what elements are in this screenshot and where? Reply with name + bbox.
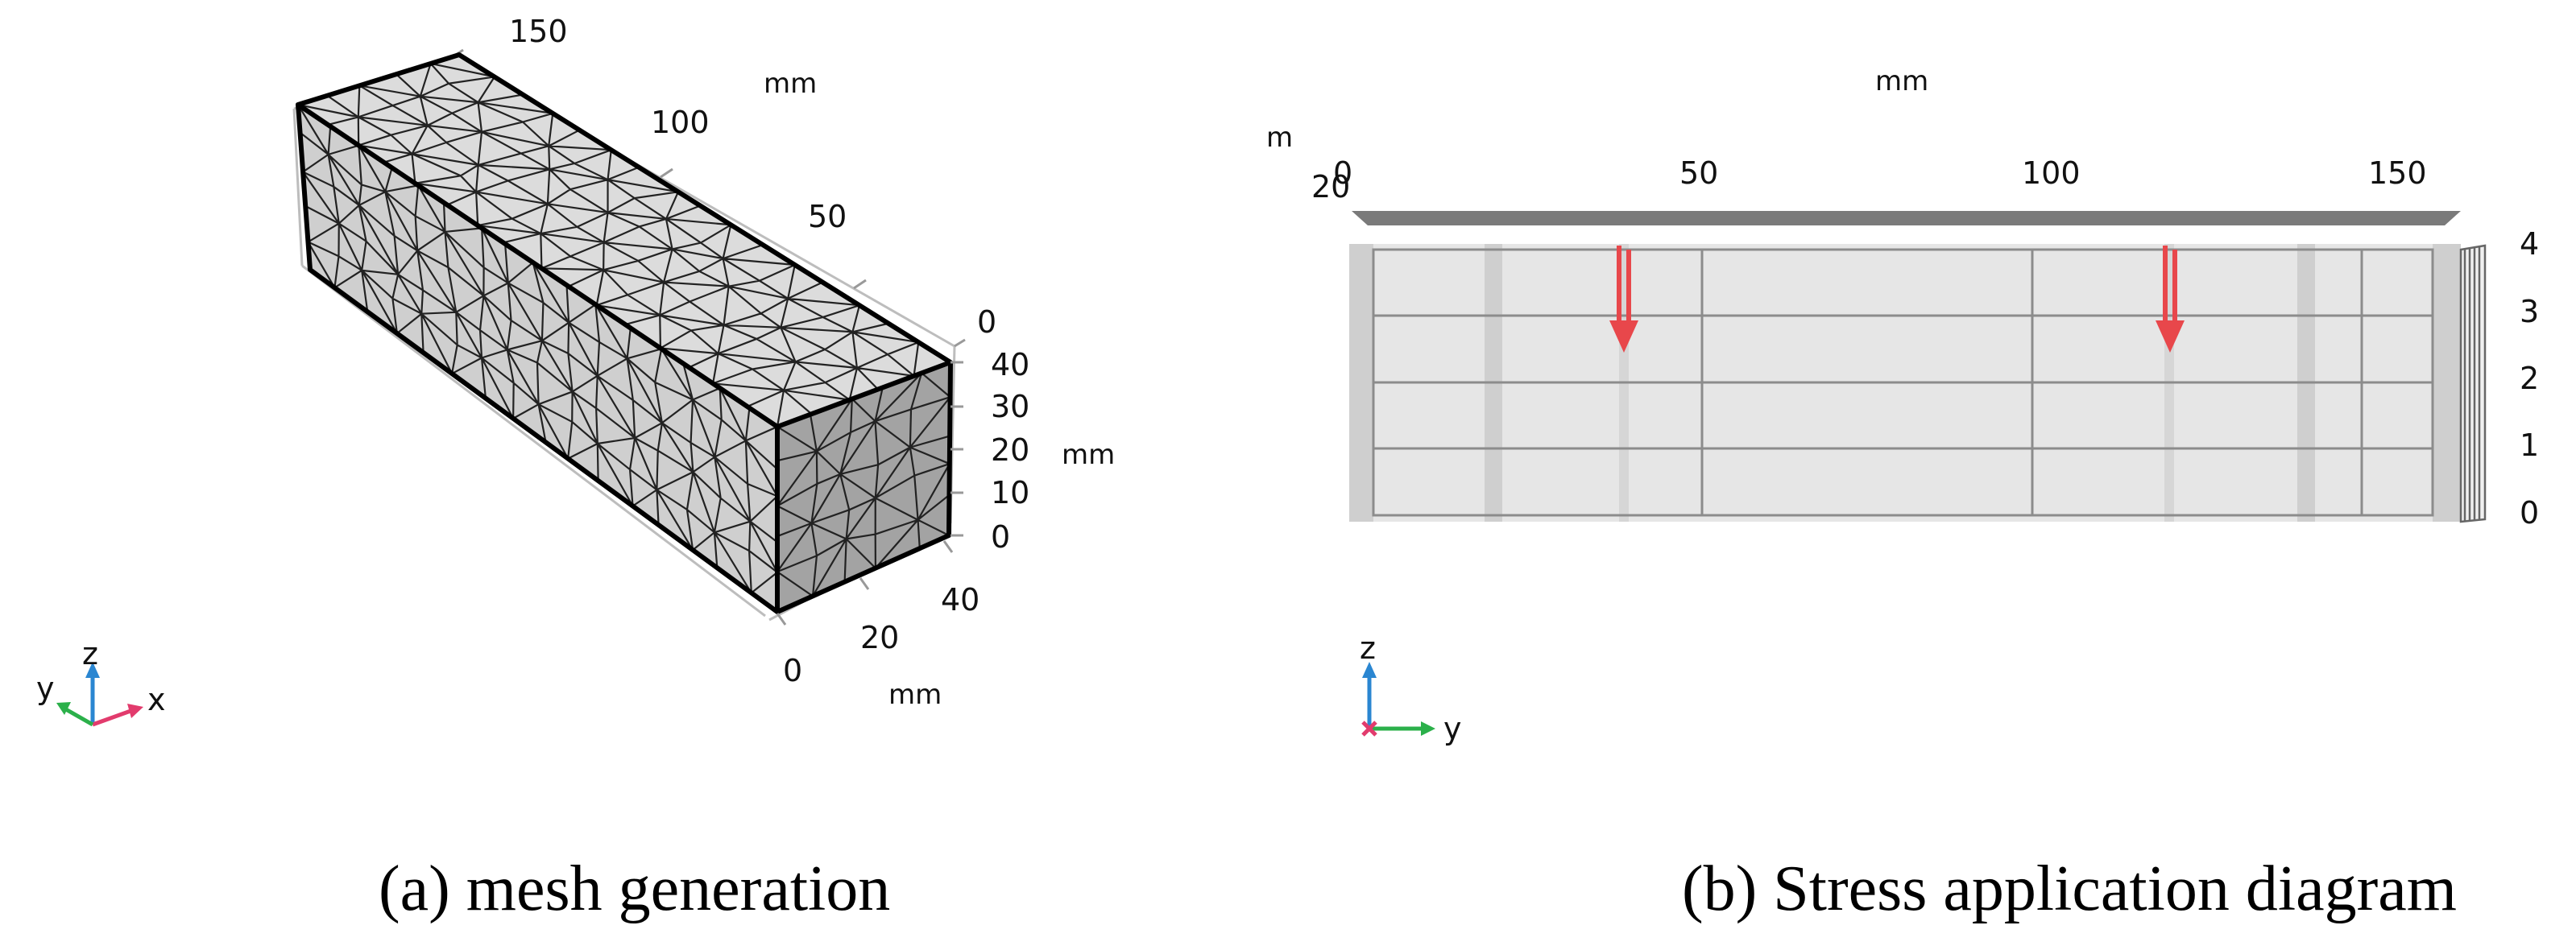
coordinate-triad-a: z x y [36,636,166,727]
mesh-end-face [777,362,950,612]
top-axis-tick-50: 50 [808,199,847,234]
beam-top-edge [1352,211,2461,225]
triad-x-label: x [147,682,166,717]
beam-right-end [2459,244,2487,523]
load-arrow-2 [2156,246,2185,353]
caption-b: (b) Stress application diagram [1682,853,2457,924]
mesh-top-face [298,55,950,427]
right-axis-unit: mm [1062,439,1115,471]
right-fragment-4: 4 [2520,226,2539,262]
top-axis-tick-100: 100 [651,105,710,140]
bottom-axis-tick-0: 0 [783,653,802,688]
right-fragment-3: 3 [2520,294,2539,329]
top-axis-tick-0: 0 [977,304,996,340]
panel-a: 150 mm 100 50 0 40 30 20 mm 10 0 40 20 0… [36,14,1115,924]
top-axis-tick-50-b: 50 [1679,155,1718,191]
coordinate-triad-b: z y [1360,630,1462,746]
mesh-outline [296,52,953,614]
partial-unit-left: m [1266,122,1293,154]
right-axis-tick-40: 40 [991,347,1029,382]
bottom-axis-tick-40: 40 [941,582,979,618]
top-axis-tick-150-b: 150 [2368,155,2427,191]
triad-z-label: z [82,636,98,671]
bottom-axis-ticks [776,540,954,626]
triad-b-y-label: y [1443,711,1462,746]
panel-b: mm m 20 0 50 100 150 [1266,65,2539,924]
right-axis-ticks [950,361,963,537]
bottom-axis-tick-20: 20 [860,620,899,655]
top-axis-unit-b: mm [1875,65,1928,97]
top-axis-tick-0-b: 0 [1333,155,1352,191]
right-axis-tick-30: 30 [991,389,1029,424]
triad-y-label: y [36,671,55,706]
top-axis-tick-100-b: 100 [2022,155,2081,191]
right-axis-tick-20: 20 [991,432,1029,468]
beam-grid [1372,248,2434,517]
right-fragment-1: 1 [2520,428,2539,463]
caption-a: (a) mesh generation [379,853,890,924]
right-fragment-0: 0 [2520,495,2539,531]
partial-tick-left: 20 [1311,169,1350,204]
top-axis-unit: mm [764,68,817,100]
top-axis-tick-150: 150 [509,14,568,49]
bottom-axis-unit: mm [888,679,942,711]
right-fragment-2: 2 [2520,361,2539,396]
right-axis-tick-0: 0 [991,519,1010,555]
triad-b-z-label: z [1360,630,1376,666]
load-arrow-1 [1609,246,1638,353]
right-axis-tick-10: 10 [991,475,1029,510]
